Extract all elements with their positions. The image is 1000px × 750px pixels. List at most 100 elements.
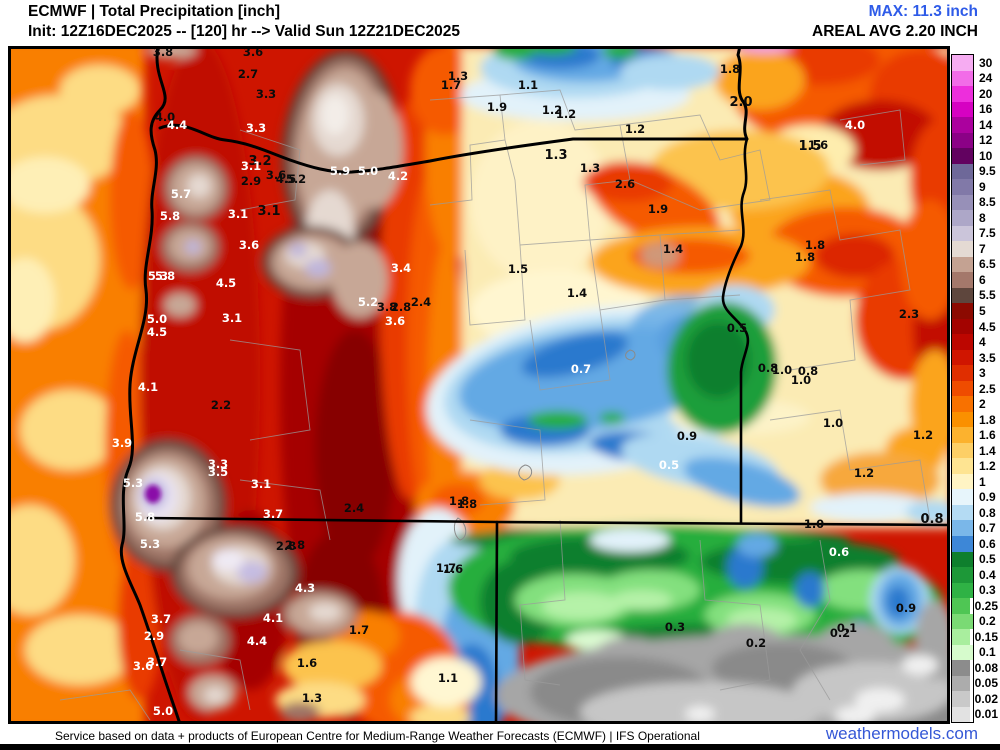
map-value-label: 5.0 bbox=[147, 312, 167, 326]
map-value-label: 0.8 bbox=[798, 364, 818, 378]
colorbar-row: 5.5 bbox=[952, 287, 998, 304]
map-value-label: 3.3 bbox=[246, 121, 266, 135]
colorbar-tick-label: 0.5 bbox=[979, 552, 996, 567]
colorbar-swatch bbox=[952, 287, 974, 304]
map-value-label: 5.2 bbox=[358, 295, 378, 309]
map-value-label: 1.0 bbox=[791, 373, 811, 387]
colorbar-tick-label: 0.1 bbox=[979, 645, 996, 660]
colorbar-swatch bbox=[952, 101, 974, 118]
map-value-label: 5.3 bbox=[123, 476, 143, 490]
colorbar-tick-label: 0.9 bbox=[979, 490, 996, 505]
map-value-label: 1.1 bbox=[438, 671, 458, 685]
map-value-label: 3.7 bbox=[151, 612, 171, 626]
colorbar-tick-label: 16 bbox=[979, 102, 993, 117]
colorbar-row: 4 bbox=[952, 334, 998, 350]
map-value-label: 3.4 bbox=[391, 261, 411, 275]
colorbar-swatch bbox=[952, 551, 974, 568]
map-value-label: 1.8 bbox=[457, 497, 477, 511]
map-value-label: 1.6 bbox=[443, 562, 463, 576]
colorbar-tick-label: 2 bbox=[979, 397, 986, 412]
colorbar-row: 7.5 bbox=[952, 225, 998, 242]
colorbar-row: 0.1 bbox=[952, 644, 998, 661]
map-value-label: 4.2 bbox=[388, 169, 408, 183]
attribution-text: Service based on data + products of Euro… bbox=[55, 729, 700, 743]
colorbar-swatch bbox=[952, 567, 974, 583]
map-value-label: 3.1 bbox=[251, 477, 271, 491]
colorbar: 30 24 20 16 14 12 10 9.5 9 8.5 8 7.5 7 6.5 6 5.5 5 4.5 4 3.… bbox=[952, 55, 998, 723]
colorbar-tick-label: 12 bbox=[979, 133, 993, 148]
county-borders bbox=[59, 89, 931, 721]
colorbar-tick-label: 1.2 bbox=[979, 459, 996, 474]
colorbar-row: 0.8 bbox=[952, 504, 998, 521]
colorbar-swatch bbox=[952, 396, 974, 412]
colorbar-row: 0.02 bbox=[952, 691, 998, 707]
colorbar-row: 3 bbox=[952, 365, 998, 381]
map-value-label: 1.2 bbox=[542, 103, 562, 117]
colorbar-swatch bbox=[952, 210, 974, 226]
colorbar-swatch bbox=[952, 70, 974, 87]
colorbar-swatch bbox=[952, 411, 974, 428]
colorbar-tick-label: 9.5 bbox=[979, 164, 996, 179]
map-value-label: 0.7 bbox=[571, 362, 591, 376]
colorbar-swatch bbox=[952, 644, 974, 661]
map-value-label: 4.1 bbox=[138, 380, 158, 394]
colorbar-swatch bbox=[952, 163, 974, 180]
colorbar-tick-label: 7 bbox=[979, 241, 986, 256]
colorbar-row: 2 bbox=[952, 396, 998, 412]
map-value-label: 1.8 bbox=[805, 238, 825, 252]
colorbar-row: 0.9 bbox=[952, 489, 998, 505]
colorbar-swatch bbox=[952, 303, 974, 319]
colorbar-row: 0.01 bbox=[952, 706, 998, 723]
colorbar-swatch bbox=[952, 675, 970, 692]
map-value-label: 2.7 bbox=[238, 67, 258, 81]
map-value-label: 4.0 bbox=[845, 118, 865, 132]
colorbar-row: 0.7 bbox=[952, 520, 998, 536]
map-value-label: 1.8 bbox=[795, 250, 815, 264]
colorbar-row: 0.15 bbox=[952, 629, 998, 645]
colorbar-swatch bbox=[952, 613, 974, 630]
map-value-label: 3.9 bbox=[112, 436, 132, 450]
map-value-label: 1.3 bbox=[580, 161, 600, 175]
map-value-label: 0.9 bbox=[896, 601, 916, 615]
colorbar-tick-label: 2.5 bbox=[979, 381, 996, 396]
colorbar-tick-label: 14 bbox=[979, 117, 993, 132]
map-value-label: 3.3 bbox=[256, 87, 276, 101]
snake-river-border bbox=[721, 137, 750, 525]
map-value-label: 3.7 bbox=[263, 507, 283, 521]
colorbar-tick-label: 20 bbox=[979, 86, 993, 101]
colorbar-swatch bbox=[952, 86, 974, 102]
map-value-label: 0.6 bbox=[829, 545, 849, 559]
colorbar-row: 3.5 bbox=[952, 349, 998, 366]
colorbar-tick-label: 6.5 bbox=[979, 257, 996, 272]
map-value-label: 2.4 bbox=[344, 501, 364, 515]
map-value-label: 0.8 bbox=[758, 361, 778, 375]
map-value-label: 0.2 bbox=[830, 626, 850, 640]
colorbar-row: 1.2 bbox=[952, 458, 998, 474]
colorbar-row: 0.5 bbox=[952, 551, 998, 568]
map-value-label: 4.0 bbox=[155, 110, 175, 124]
colorbar-swatch bbox=[952, 473, 974, 490]
map-value-label: 2.2 bbox=[211, 398, 231, 412]
map-value-label: 3.2 bbox=[248, 154, 271, 169]
weathermodels-link[interactable]: weathermodels.com bbox=[825, 724, 978, 743]
colorbar-row: 16 bbox=[952, 101, 998, 118]
colorbar-swatch bbox=[952, 148, 974, 164]
colorbar-swatch bbox=[952, 132, 974, 149]
map-value-label: 1.0 bbox=[804, 517, 824, 531]
header: ECMWF | Total Precipitation [inch] Init:… bbox=[0, 0, 1000, 46]
map-value-label: 5.0 bbox=[153, 704, 173, 718]
map-value-label: 4.5 bbox=[276, 172, 296, 186]
colorbar-tick-label: 1.6 bbox=[979, 428, 996, 443]
colorbar-tick-label: 0.01 bbox=[974, 707, 998, 722]
page-title: ECMWF | Total Precipitation [inch] bbox=[28, 3, 281, 20]
colorbar-swatch bbox=[952, 349, 974, 366]
map-value-label: 1.2 bbox=[913, 428, 933, 442]
colorbar-row: 0.6 bbox=[952, 535, 998, 552]
map-value-label: 3.7 bbox=[147, 655, 167, 669]
colorbar-tick-label: 30 bbox=[979, 55, 993, 70]
colorbar-row: 14 bbox=[952, 117, 998, 133]
map-value-label: 4.1 bbox=[263, 611, 283, 625]
colorbar-tick-label: 0.02 bbox=[974, 691, 998, 706]
colorbar-swatch bbox=[952, 520, 974, 536]
